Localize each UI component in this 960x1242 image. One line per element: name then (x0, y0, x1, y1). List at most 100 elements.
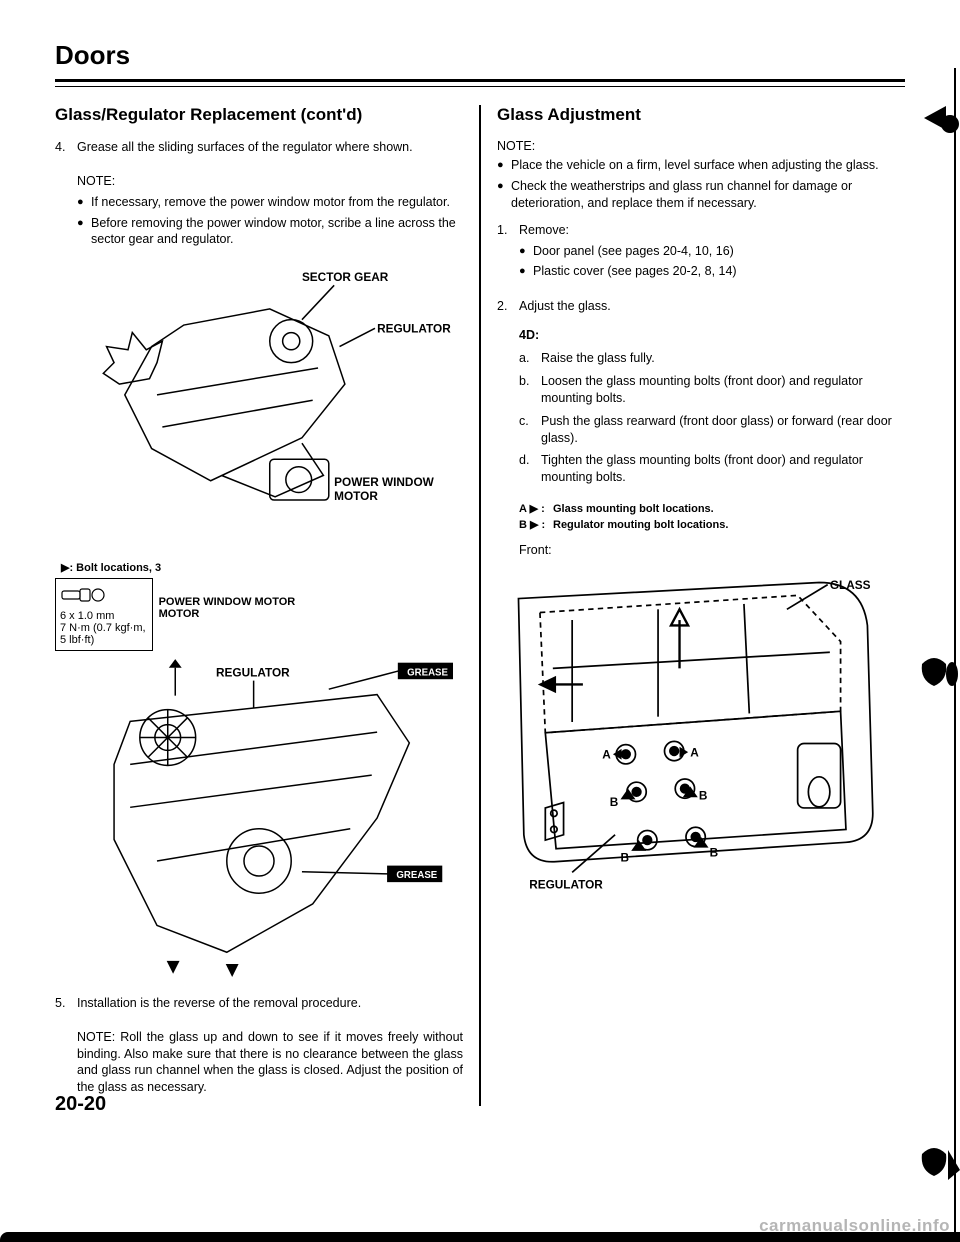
note-bullets: ● Place the vehicle on a firm, level sur… (497, 157, 905, 212)
torque-spec: 6 x 1.0 mm 7 N·m (0.7 kgf·m, 5 lbf·ft) P… (55, 578, 463, 651)
binder-tab-icon (918, 1140, 960, 1190)
step-number: 2. (497, 298, 519, 492)
section-heading: Glass/Regulator Replacement (cont'd) (55, 105, 463, 125)
sub-letter: a. (519, 350, 541, 367)
bullet-icon: ● (497, 178, 511, 195)
step-text: Grease all the sliding surfaces of the r… (77, 139, 463, 156)
bullet-text: Check the weatherstrips and glass run ch… (511, 178, 905, 212)
two-column-layout: Glass/Regulator Replacement (cont'd) 4. … (55, 105, 905, 1106)
label-power-window-motor: POWER WINDOW (334, 475, 434, 489)
svg-text:GREASE: GREASE (407, 667, 448, 678)
step-2: 2. Adjust the glass. 4D: a. Raise the gl… (497, 298, 905, 492)
svg-text:B: B (699, 788, 708, 802)
sub-label-4d: 4D: (519, 327, 905, 344)
step-body: Installation is the reverse of the remov… (77, 995, 463, 1096)
page-title: Doors (55, 40, 905, 71)
watermark: carmanualsonline.info (759, 1216, 950, 1236)
label-sector-gear: SECTOR GEAR (302, 270, 389, 284)
bullet-item: ● Check the weatherstrips and glass run … (497, 178, 905, 212)
bullet-icon: ● (77, 215, 91, 232)
bullet-item: ● Before removing the power window motor… (77, 215, 463, 249)
divider (55, 79, 905, 82)
bolt-locations-label: ▶: Bolt locations, 3 (61, 561, 463, 574)
bullet-icon: ● (77, 194, 91, 211)
remove-bullets: ● Door panel (see pages 20-4, 10, 16) ● … (519, 243, 905, 281)
step-text: Adjust the glass. (519, 298, 905, 315)
binder-tab-icon (918, 100, 960, 150)
binder-tab-icon (918, 650, 960, 700)
legend-val: Regulator mouting bolt locations. (553, 518, 905, 533)
torque-values: 6 x 1.0 mm 7 N·m (0.7 kgf·m, 5 lbf·ft) (55, 578, 153, 651)
legend-a: A ▶ : Glass mounting bolt locations. (519, 502, 905, 517)
step-4: 4. Grease all the sliding surfaces of th… (55, 139, 463, 256)
step-number: 5. (55, 995, 77, 1096)
svg-text:B: B (610, 795, 619, 809)
sub-a: a. Raise the glass fully. (519, 350, 905, 367)
divider (55, 86, 905, 87)
step-number: 1. (497, 222, 519, 289)
legend-val: Glass mounting bolt locations. (553, 502, 905, 517)
bolt-size: 6 x 1.0 mm (60, 610, 114, 622)
front-label: Front: (519, 543, 905, 557)
step-body: Adjust the glass. 4D: a. Raise the glass… (519, 298, 905, 492)
legend-key: B ▶ : (519, 518, 553, 533)
manual-page: Doors Glass/Regulator Replacement (cont'… (0, 0, 960, 1136)
sub-text: Tighten the glass mounting bolts (front … (541, 452, 905, 486)
sub-letter: c. (519, 413, 541, 447)
step-1: 1. Remove: ● Door panel (see pages 20-4,… (497, 222, 905, 289)
bullet-item: ● If necessary, remove the power window … (77, 194, 463, 211)
step-body: Remove: ● Door panel (see pages 20-4, 10… (519, 222, 905, 289)
svg-text:GREASE: GREASE (396, 870, 437, 881)
sub-text: Raise the glass fully. (541, 350, 905, 367)
bullet-item: ● Door panel (see pages 20-4, 10, 16) (519, 243, 905, 260)
svg-text:MOTOR: MOTOR (334, 489, 378, 503)
svg-text:REGULATOR: REGULATOR (216, 665, 290, 679)
motor-label-2: POWER WINDOW MOTOR MOTOR (159, 578, 296, 651)
step-number: 4. (55, 139, 77, 256)
legend-b: B ▶ : Regulator mouting bolt locations. (519, 518, 905, 533)
svg-text:A: A (690, 745, 699, 759)
sub-b: b. Loosen the glass mounting bolts (fron… (519, 373, 905, 407)
sub-d: d. Tighten the glass mounting bolts (fro… (519, 452, 905, 486)
sub-letter: d. (519, 452, 541, 486)
sub-letter: b. (519, 373, 541, 407)
bullet-item: ● Place the vehicle on a firm, level sur… (497, 157, 905, 174)
regulator-diagram-1: SECTOR GEAR REGULATOR (55, 266, 463, 561)
bullet-text: Door panel (see pages 20-4, 10, 16) (533, 243, 905, 260)
bullet-icon: ● (519, 243, 533, 260)
right-column: Glass Adjustment NOTE: ● Place the vehic… (485, 105, 905, 1106)
note-label: NOTE: (77, 173, 463, 190)
sub-text: Loosen the glass mounting bolts (front d… (541, 373, 905, 407)
step-note: NOTE: Roll the glass up and down to see … (77, 1029, 463, 1097)
bullet-text: Before removing the power window motor, … (91, 215, 463, 249)
page-number: 20-20 (55, 1093, 106, 1116)
svg-text:REGULATOR: REGULATOR (529, 877, 603, 891)
step-text: Installation is the reverse of the remov… (77, 995, 463, 1012)
bullet-icon: ● (497, 157, 511, 174)
regulator-diagram-2: GREASE REGULATOR (55, 657, 463, 995)
bullet-text: Place the vehicle on a firm, level surfa… (511, 157, 905, 174)
bullet-text: If necessary, remove the power window mo… (91, 194, 463, 211)
step-body: Grease all the sliding surfaces of the r… (77, 139, 463, 256)
bolt-icon (60, 583, 106, 607)
section-heading: Glass Adjustment (497, 105, 905, 125)
step-5: 5. Installation is the reverse of the re… (55, 995, 463, 1096)
sub-c: c. Push the glass rearward (front door g… (519, 413, 905, 447)
svg-text:A: A (602, 747, 611, 761)
legend: A ▶ : Glass mounting bolt locations. B ▶… (519, 502, 905, 533)
sub-text: Push the glass rearward (front door glas… (541, 413, 905, 447)
bullet-item: ● Plastic cover (see pages 20-2, 8, 14) (519, 263, 905, 280)
note-label: NOTE: (497, 139, 905, 153)
bullet-icon: ● (519, 263, 533, 280)
bolt-lbf: 5 lbf·ft) (60, 634, 94, 646)
label-regulator: REGULATOR (377, 322, 451, 336)
bolt-nm: 7 N·m (0.7 kgf·m, (60, 622, 146, 634)
note-bullets: ● If necessary, remove the power window … (77, 194, 463, 249)
door-diagram: GLASS (497, 561, 905, 910)
svg-text:B: B (710, 845, 719, 859)
svg-text:B: B (620, 851, 629, 865)
column-divider (479, 105, 481, 1106)
step-text: Remove: (519, 222, 905, 239)
left-column: Glass/Regulator Replacement (cont'd) 4. … (55, 105, 475, 1106)
bullet-text: Plastic cover (see pages 20-2, 8, 14) (533, 263, 905, 280)
